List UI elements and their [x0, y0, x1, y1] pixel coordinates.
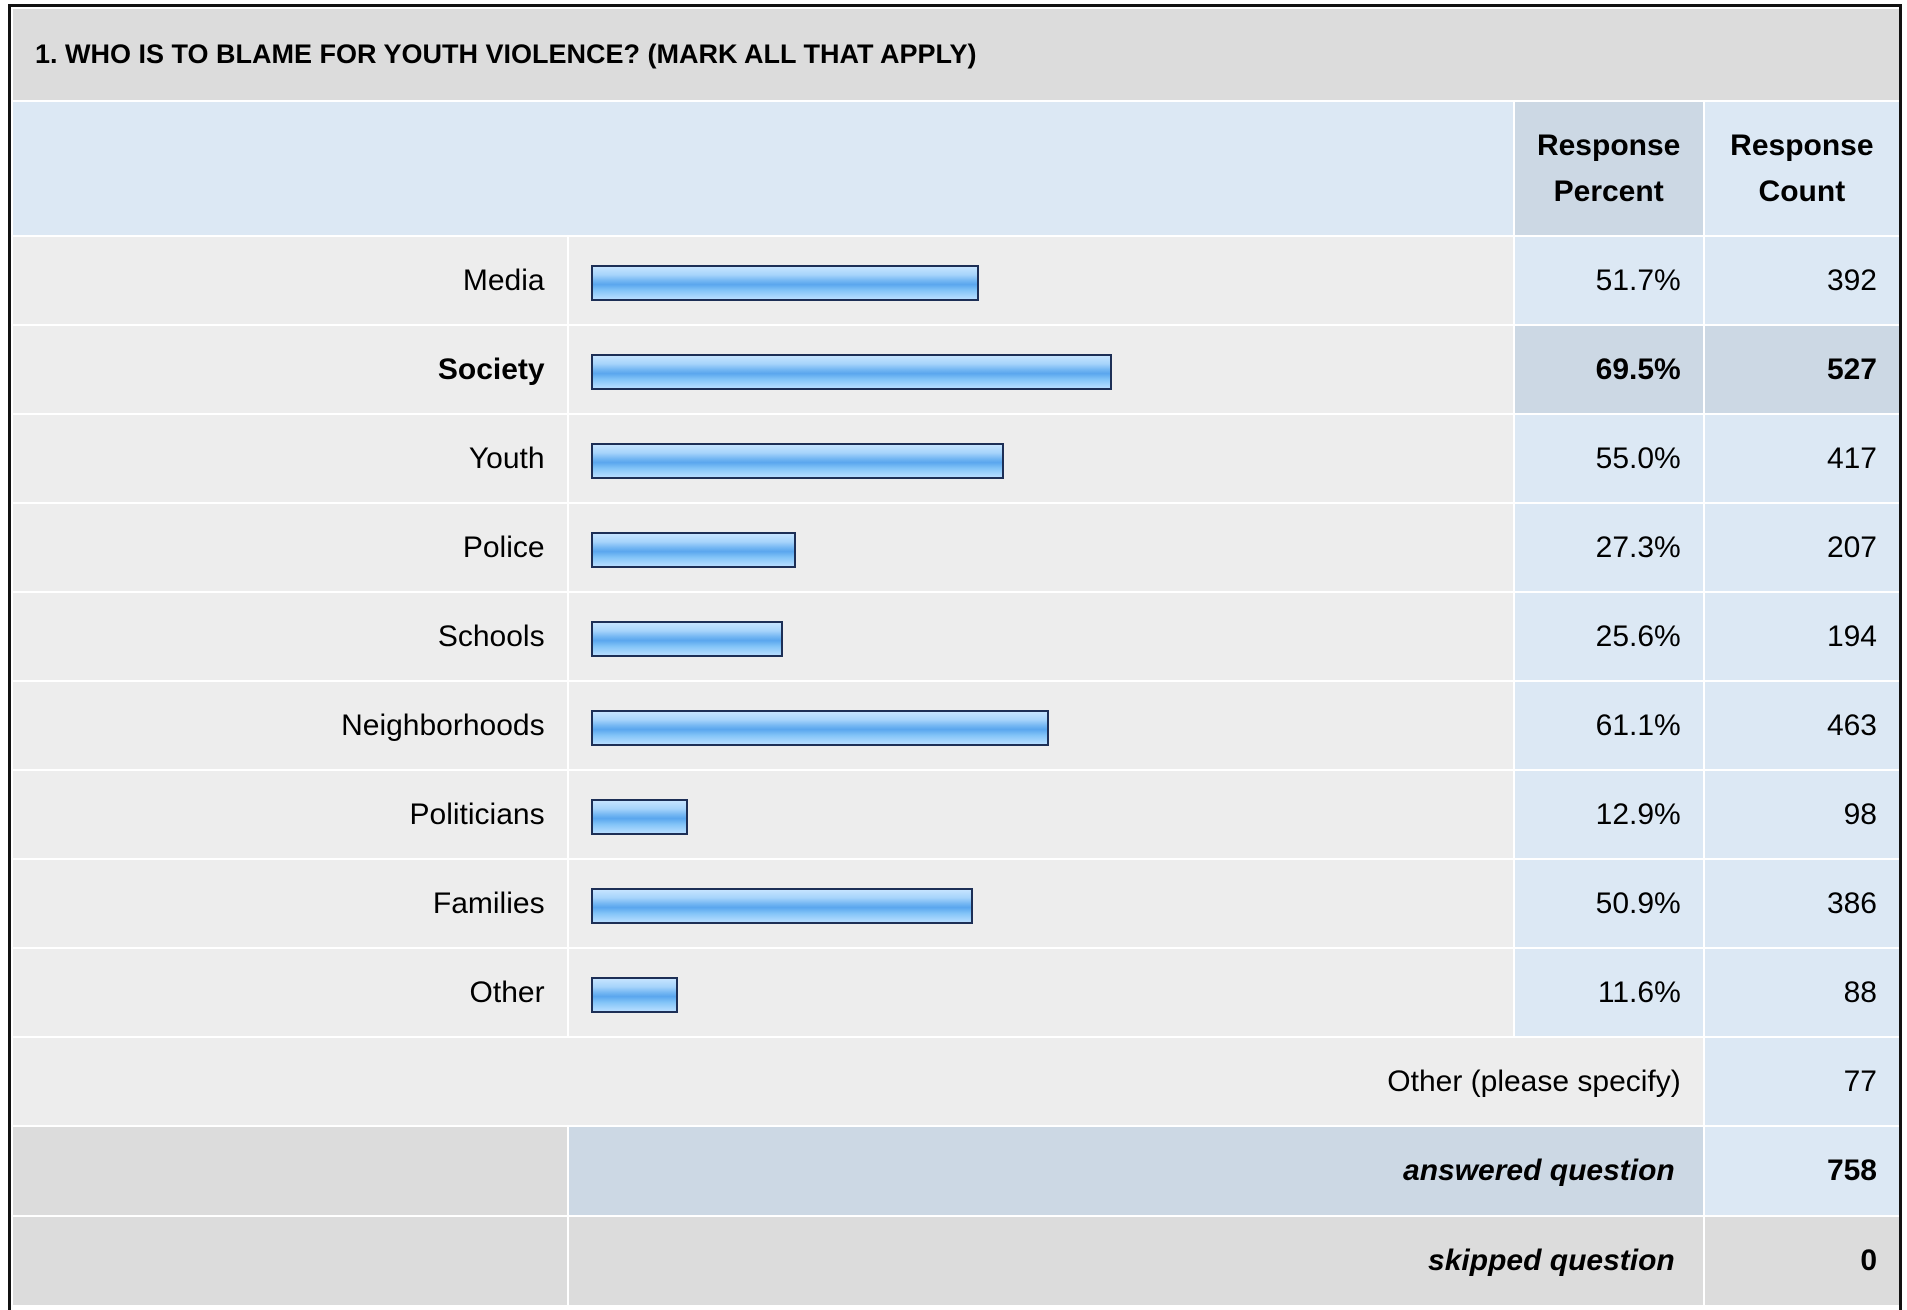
- response-percent-header-label: Response Percent: [1536, 128, 1681, 208]
- answer-label: Schools: [13, 593, 567, 680]
- response-count: 417: [1704, 415, 1899, 502]
- response-bar: [590, 531, 796, 568]
- bar-cell: [568, 593, 1513, 680]
- survey-results-table: 1. WHO IS TO BLAME FOR YOUTH VIOLENCE? (…: [11, 7, 1899, 1307]
- answer-label: Neighborhoods: [13, 682, 567, 769]
- bar-cell: [568, 771, 1513, 858]
- response-count-header-label: Response Count: [1730, 128, 1874, 208]
- question-title: 1. WHO IS TO BLAME FOR YOUTH VIOLENCE? (…: [13, 9, 1899, 100]
- response-percent: 55.0%: [1514, 415, 1703, 502]
- answer-row: Schools 25.6% 194: [13, 593, 1899, 680]
- answer-row: Politicians 12.9% 98: [13, 771, 1899, 858]
- response-bar: [590, 798, 688, 835]
- response-bar: [590, 353, 1112, 390]
- bar-cell: [568, 682, 1513, 769]
- answer-label: Politicians: [13, 771, 567, 858]
- response-bar: [590, 887, 973, 924]
- response-bar: [590, 264, 979, 301]
- bar-cell: [568, 949, 1513, 1036]
- response-percent: 12.9%: [1514, 771, 1703, 858]
- response-count: 207: [1704, 504, 1899, 591]
- response-bar: [590, 976, 678, 1013]
- response-bar: [590, 442, 1004, 479]
- response-bar: [590, 709, 1049, 746]
- response-percent: 27.3%: [1514, 504, 1703, 591]
- skipped-question-count: 0: [1704, 1217, 1899, 1305]
- response-count: 88: [1704, 949, 1899, 1036]
- answered-question-label: answered question: [568, 1127, 1703, 1215]
- header-spacer: [13, 102, 1513, 235]
- response-percent: 69.5%: [1514, 326, 1703, 413]
- answer-row: Other 11.6% 88: [13, 949, 1899, 1036]
- skipped-spacer: [13, 1217, 567, 1305]
- response-count-header: Response Count: [1704, 102, 1899, 235]
- response-count: 392: [1704, 237, 1899, 324]
- answered-spacer: [13, 1127, 567, 1215]
- skipped-question-label: skipped question: [568, 1217, 1703, 1305]
- survey-results-panel: 1. WHO IS TO BLAME FOR YOUTH VIOLENCE? (…: [8, 4, 1902, 1310]
- other-specify-label[interactable]: Other (please specify): [13, 1038, 1703, 1125]
- response-percent: 25.6%: [1514, 593, 1703, 680]
- response-count: 463: [1704, 682, 1899, 769]
- answer-label: Other: [13, 949, 567, 1036]
- answer-label: Families: [13, 860, 567, 947]
- answer-row: Society 69.5% 527: [13, 326, 1899, 413]
- answer-row: Youth 55.0% 417: [13, 415, 1899, 502]
- response-percent-header: Response Percent: [1514, 102, 1703, 235]
- response-percent: 50.9%: [1514, 860, 1703, 947]
- response-percent: 11.6%: [1514, 949, 1703, 1036]
- bar-cell: [568, 415, 1513, 502]
- bar-cell: [568, 237, 1513, 324]
- response-count: 98: [1704, 771, 1899, 858]
- response-count: 194: [1704, 593, 1899, 680]
- answer-label: Media: [13, 237, 567, 324]
- answer-row: Police 27.3% 207: [13, 504, 1899, 591]
- answer-label: Youth: [13, 415, 567, 502]
- response-bar: [590, 620, 783, 657]
- answer-row: Neighborhoods 61.1% 463: [13, 682, 1899, 769]
- response-percent: 51.7%: [1514, 237, 1703, 324]
- answer-row: Families 50.9% 386: [13, 860, 1899, 947]
- answer-row: Media 51.7% 392: [13, 237, 1899, 324]
- response-count: 386: [1704, 860, 1899, 947]
- bar-cell: [568, 504, 1513, 591]
- answer-label: Society: [13, 326, 567, 413]
- response-count: 527: [1704, 326, 1899, 413]
- bar-cell: [568, 326, 1513, 413]
- response-percent: 61.1%: [1514, 682, 1703, 769]
- answer-label: Police: [13, 504, 567, 591]
- answered-question-count: 758: [1704, 1127, 1899, 1215]
- other-specify-count: 77: [1704, 1038, 1899, 1125]
- bar-cell: [568, 860, 1513, 947]
